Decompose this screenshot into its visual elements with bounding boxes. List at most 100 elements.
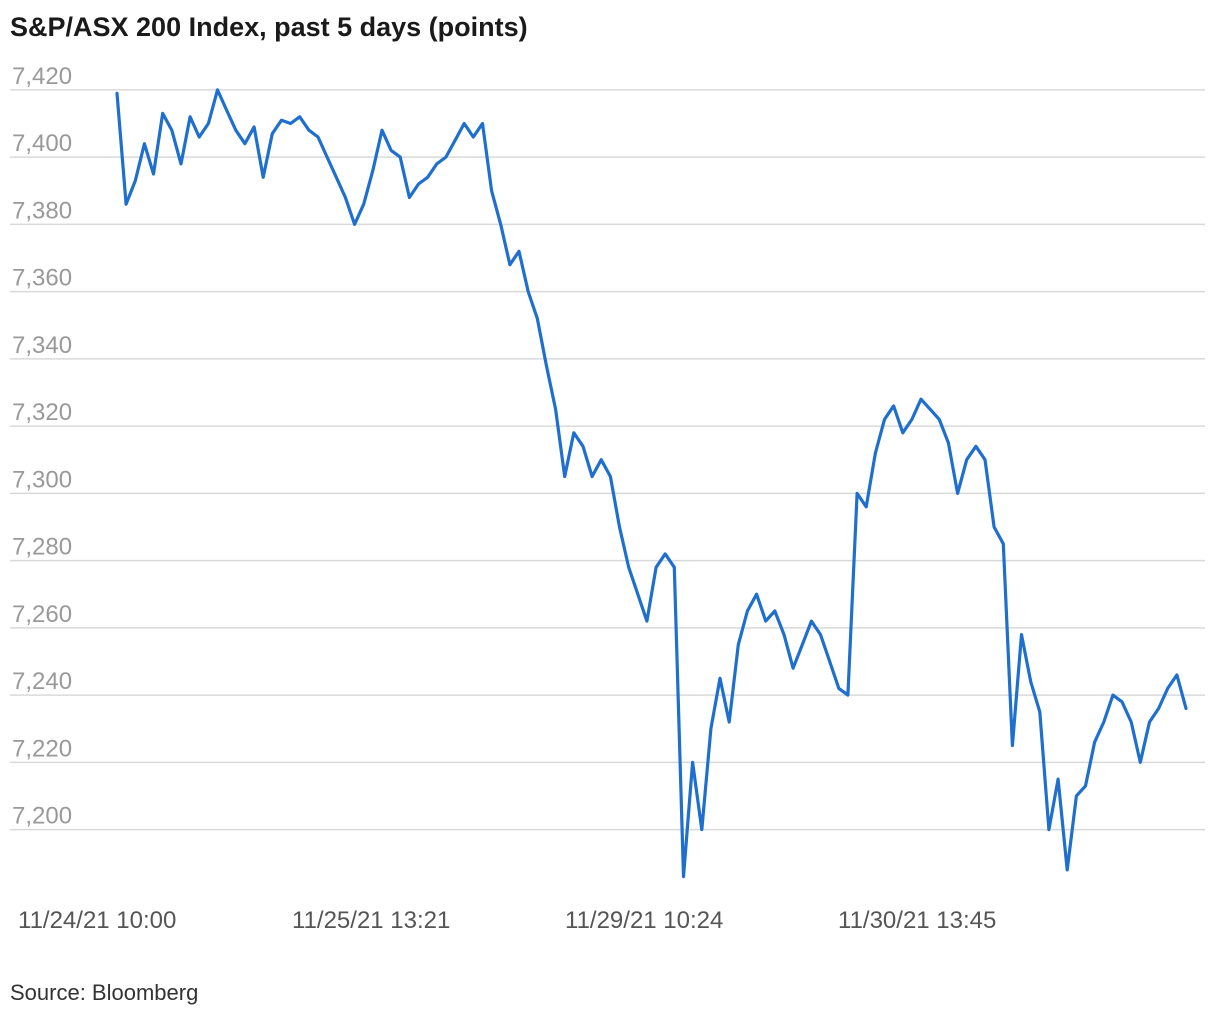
data-point (325, 155, 329, 159)
data-point (179, 162, 183, 166)
data-point (1047, 828, 1051, 831)
data-point (691, 761, 694, 764)
data-point (664, 552, 667, 556)
data-point (362, 203, 365, 206)
data-point (801, 643, 804, 646)
data-point (152, 172, 155, 176)
chart-source: Source: Bloomberg (10, 980, 199, 1005)
data-point (472, 135, 475, 139)
data-point (143, 142, 146, 145)
data-point (1184, 707, 1188, 710)
data-point (536, 317, 539, 320)
data-point (243, 142, 247, 145)
data-point (1066, 868, 1069, 872)
data-point (855, 492, 859, 495)
data-point (417, 182, 420, 186)
data-point (490, 189, 493, 192)
y-tick-label: 7,340 (12, 332, 72, 359)
data-point (865, 505, 868, 508)
x-tick-label: 11/30/21 13:45 (838, 907, 996, 934)
y-tick-label: 7,300 (12, 466, 72, 493)
data-point (280, 119, 283, 122)
data-point (1011, 744, 1014, 747)
data-point (463, 122, 466, 125)
data-point (1166, 687, 1169, 690)
data-point (1120, 700, 1124, 703)
y-tick-label: 7,380 (12, 197, 72, 224)
data-point (1020, 633, 1023, 636)
data-point (234, 129, 237, 132)
data-point (481, 122, 484, 125)
data-point (545, 364, 548, 367)
data-point (600, 458, 603, 461)
y-tick-label: 7,400 (12, 130, 72, 157)
data-point (673, 566, 676, 569)
data-point (115, 92, 119, 95)
data-point (499, 223, 502, 226)
data-point (1075, 794, 1078, 798)
data-point (1157, 707, 1160, 710)
data-point (636, 593, 639, 596)
data-point (718, 677, 722, 680)
data-point (1093, 741, 1096, 744)
data-point (316, 135, 320, 139)
data-point (983, 458, 987, 461)
data-point (627, 566, 630, 569)
data-point (216, 88, 219, 92)
data-point (444, 155, 448, 159)
data-point (737, 643, 740, 646)
data-point (1038, 710, 1042, 714)
data-point (1139, 761, 1142, 764)
x-tick-label: 11/24/21 10:00 (18, 907, 176, 934)
x-tick-label: 11/29/21 10:24 (565, 907, 723, 934)
data-point (974, 445, 978, 448)
data-point (810, 619, 813, 623)
data-point (609, 475, 612, 478)
data-point (929, 408, 932, 411)
data-point (938, 418, 941, 421)
data-point (1102, 720, 1106, 724)
data-point (992, 525, 996, 529)
data-point (874, 451, 877, 455)
data-point (581, 445, 585, 448)
series-line (115, 88, 1188, 879)
data-point (508, 263, 512, 266)
data-point (262, 176, 265, 179)
data-point (746, 609, 749, 613)
y-tick-label: 7,280 (12, 534, 72, 561)
y-tick-label: 7,260 (12, 601, 72, 628)
data-point (837, 687, 840, 690)
data-point (517, 250, 521, 253)
data-point (819, 633, 822, 636)
data-point (554, 408, 557, 411)
y-tick-label: 7,420 (12, 63, 72, 90)
data-point (919, 398, 923, 401)
data-point (307, 129, 311, 132)
data-point (590, 475, 594, 478)
data-point (271, 132, 274, 135)
data-point (773, 609, 776, 613)
data-point (298, 115, 301, 119)
data-point (1175, 673, 1179, 677)
y-tick-label: 7,220 (12, 735, 72, 762)
y-tick-label: 7,240 (12, 668, 72, 695)
y-tick-label: 7,320 (12, 399, 72, 426)
data-point (207, 122, 210, 125)
data-point (170, 129, 173, 132)
data-point (408, 196, 411, 199)
data-point (883, 418, 886, 421)
data-point (225, 108, 228, 112)
data-point (252, 125, 256, 129)
data-point (1002, 542, 1005, 545)
y-tick-label: 7,200 (12, 803, 72, 830)
data-point (755, 593, 758, 596)
data-point (791, 667, 795, 670)
data-point (618, 525, 621, 529)
data-point (563, 475, 566, 478)
data-point (700, 828, 703, 831)
data-point (435, 162, 438, 166)
data-point (289, 122, 292, 125)
data-point (344, 196, 347, 199)
data-point (901, 431, 904, 434)
